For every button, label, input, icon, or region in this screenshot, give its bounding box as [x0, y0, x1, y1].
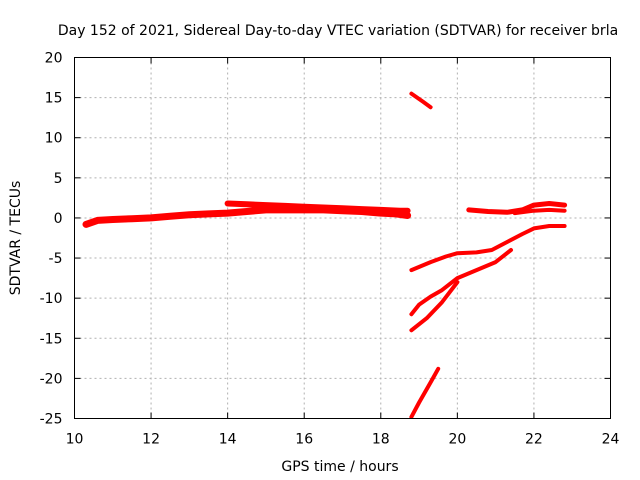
plot-frame	[74, 57, 611, 419]
x-tick-label: 20	[448, 432, 466, 448]
y-tick-label: -5	[49, 251, 63, 267]
axis-ticks	[74, 57, 611, 419]
x-tick-labels: 10 12 14 16 18 20 22 24	[66, 432, 620, 448]
series-arc-upper-high	[224, 200, 411, 214]
y-tick-label: 5	[54, 171, 63, 187]
y-tick-label: -15	[40, 331, 63, 347]
chart-title: Day 152 of 2021, Sidereal Day-to-day VTE…	[58, 23, 618, 39]
y-tick-label: -25	[40, 412, 63, 428]
y-tick-label: 0	[54, 211, 63, 227]
series-arc-main	[82, 206, 412, 228]
x-tick-label: 22	[525, 432, 543, 448]
grid	[74, 57, 611, 419]
series-arc-right-lower	[409, 224, 567, 273]
series-arc-right-upper	[466, 201, 568, 215]
x-axis-label: GPS time / hours	[281, 459, 398, 475]
x-tick-label: 12	[142, 432, 160, 448]
y-tick-label: 15	[45, 91, 63, 107]
y-tick-label: -10	[40, 291, 63, 307]
y-tick-label: 10	[45, 131, 63, 147]
series-arc-bottom	[409, 366, 441, 419]
y-tick-label: 20	[45, 51, 63, 67]
y-axis-label: SDTVAR / TECUs	[8, 181, 24, 296]
x-tick-label: 18	[372, 432, 390, 448]
y-tick-label: -20	[40, 371, 63, 387]
series-arc-mid-1	[409, 248, 513, 317]
data-series	[82, 91, 568, 419]
x-tick-label: 16	[295, 432, 313, 448]
series-arc-right-upper-2	[512, 207, 567, 216]
x-tick-label: 10	[66, 432, 84, 448]
x-tick-label: 14	[219, 432, 237, 448]
series-arc-top-short	[409, 91, 433, 110]
y-tick-labels: 20 15 10 5 0 -5 -10 -15 -20 -25	[40, 51, 63, 428]
series-arc-mid-2	[409, 280, 460, 333]
x-tick-label: 24	[602, 432, 620, 448]
